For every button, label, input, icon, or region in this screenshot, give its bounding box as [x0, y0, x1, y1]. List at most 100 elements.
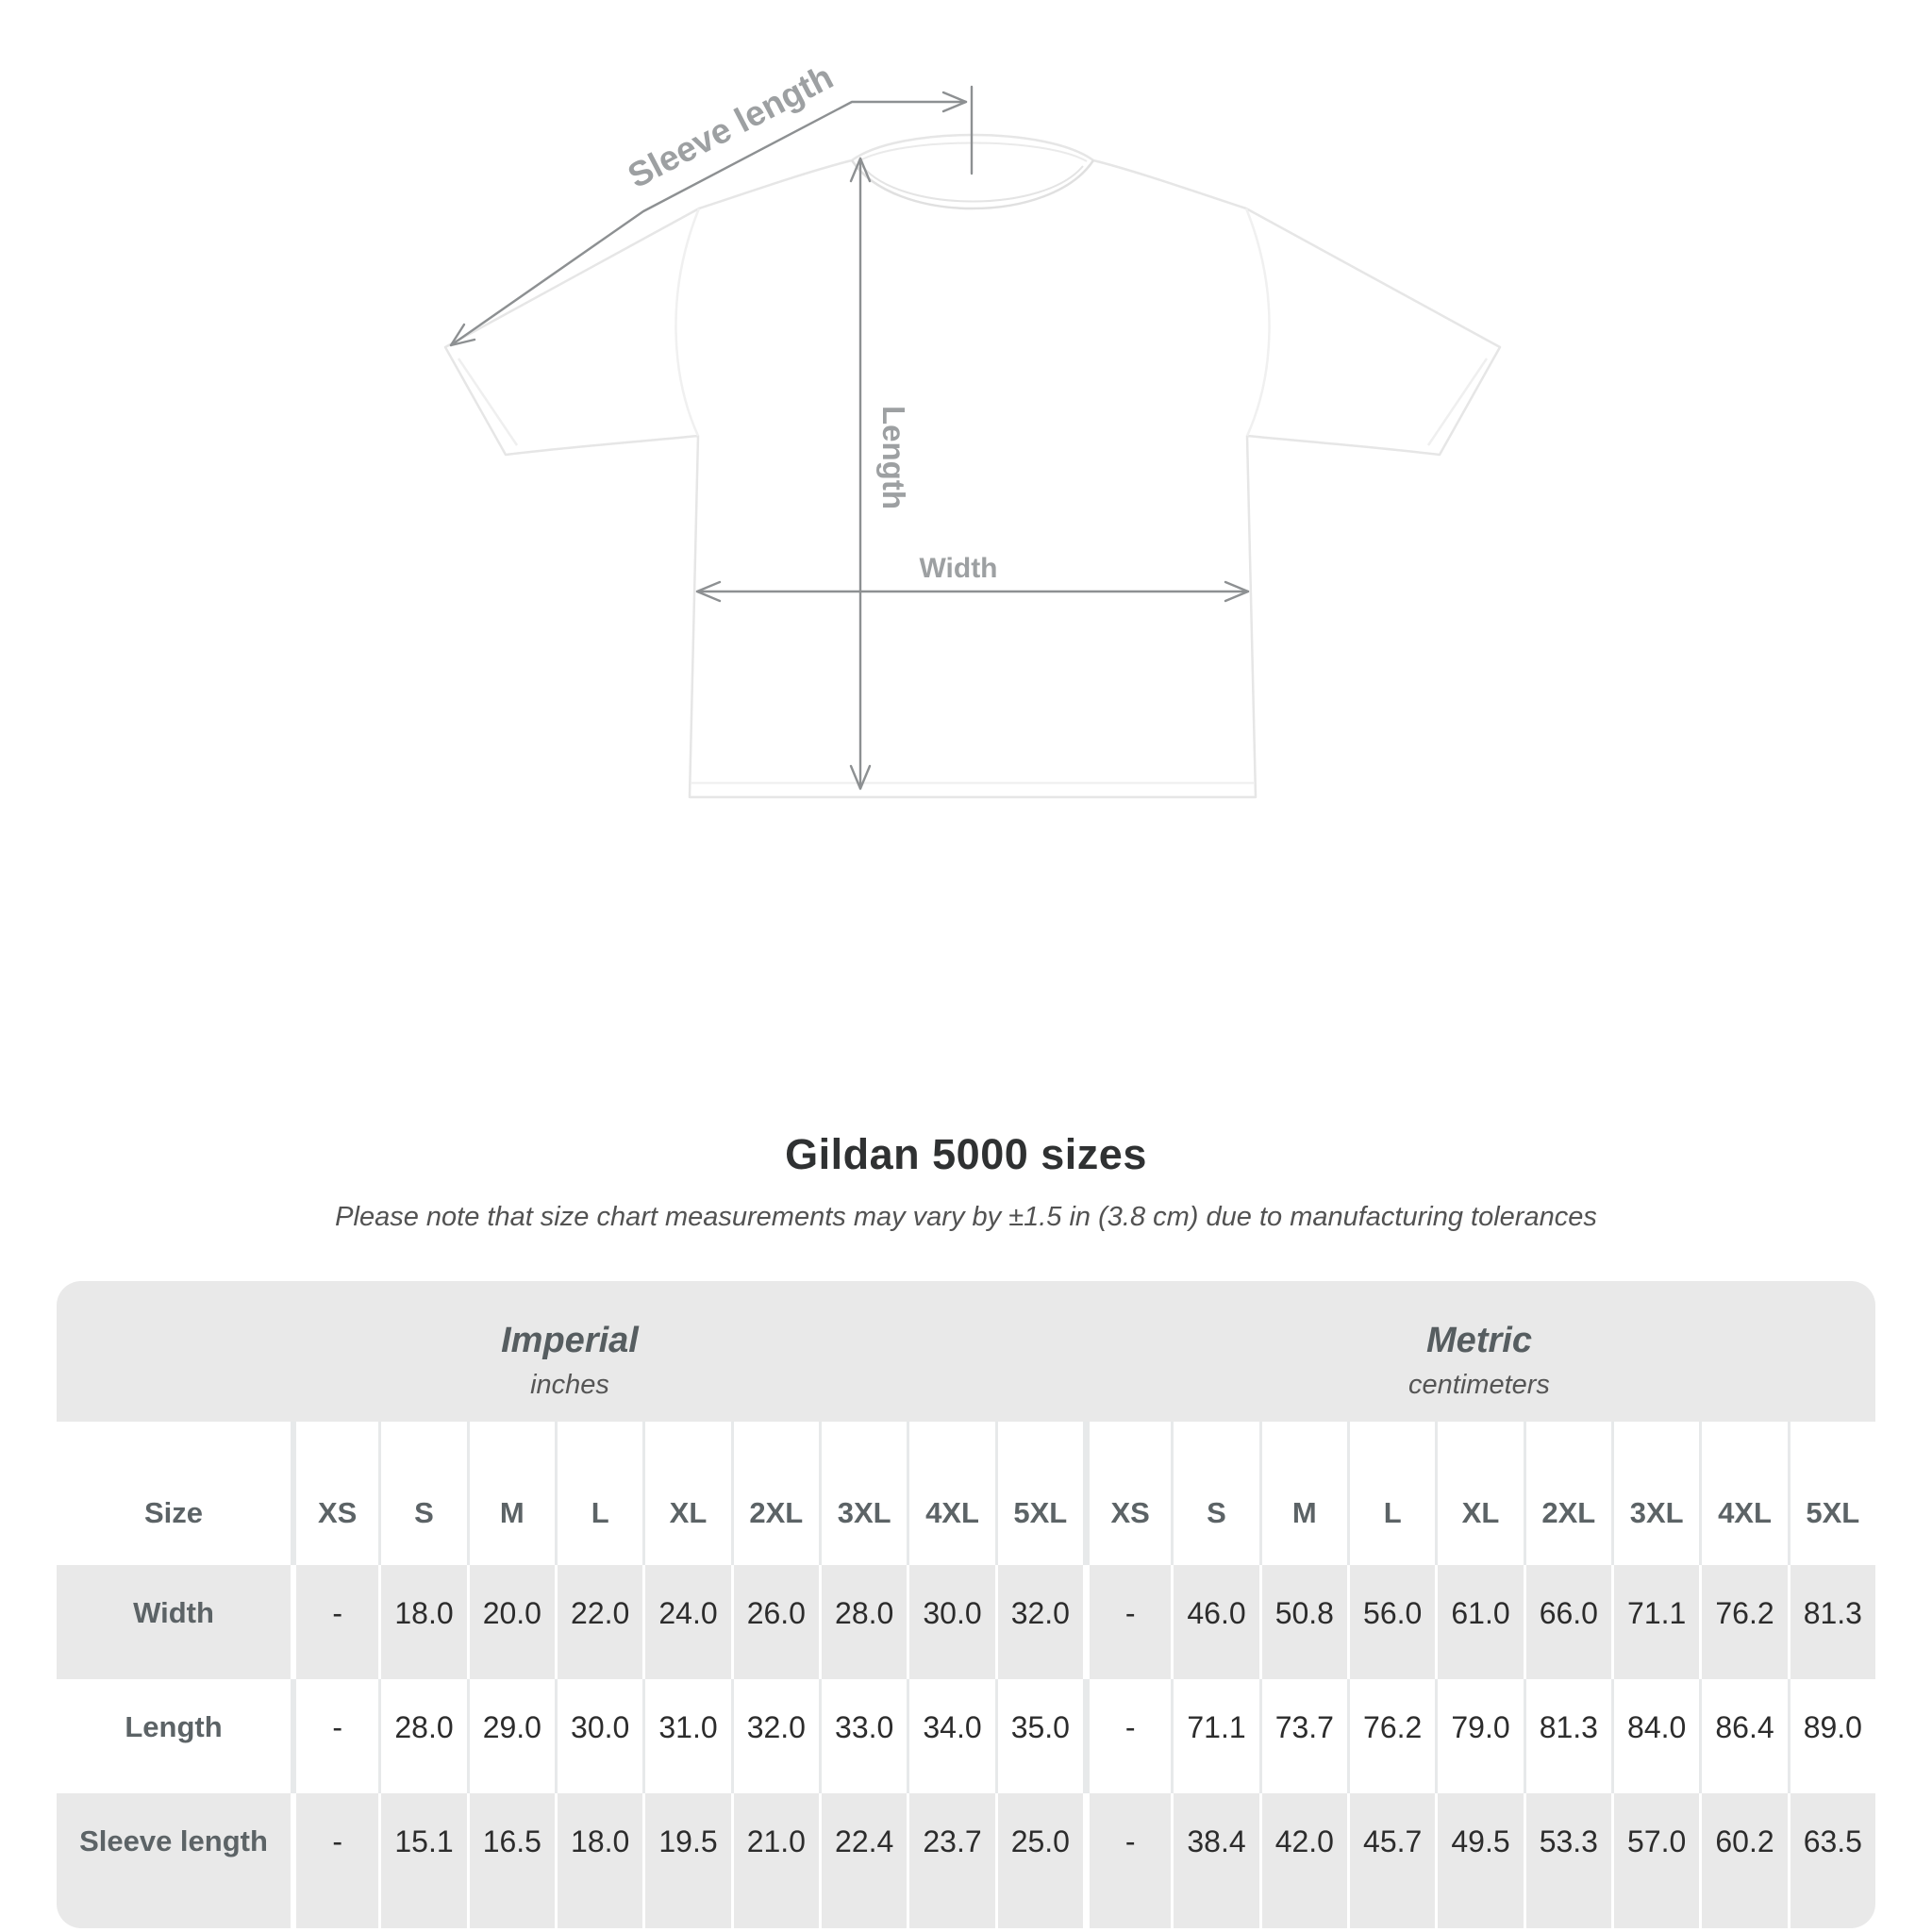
value-cell-imperial: 31.0 — [642, 1679, 730, 1793]
imperial-section-header: Imperial inches — [57, 1281, 1083, 1422]
value-cell-metric: 53.3 — [1523, 1793, 1611, 1928]
value-cell-metric: 66.0 — [1523, 1565, 1611, 1679]
value-cell-metric: 46.0 — [1171, 1565, 1258, 1679]
value-cell-metric: 89.0 — [1787, 1679, 1875, 1793]
table-rows: Size XS S M L XL 2XL 3XL 4XL 5XL XS S M L XL 2XL 3XL 4XL 5… — [57, 1422, 1875, 1928]
value-cell-metric: 60.2 — [1699, 1793, 1787, 1928]
value-cell-metric: 45.7 — [1347, 1793, 1435, 1928]
value-cell-metric: 56.0 — [1347, 1565, 1435, 1679]
metric-section-header: Metric centimeters — [1083, 1281, 1875, 1422]
value-cell-metric: 71.1 — [1171, 1679, 1258, 1793]
value-cell-imperial: - — [291, 1679, 378, 1793]
value-cell-imperial: 30.0 — [555, 1679, 642, 1793]
value-cell-metric: 81.3 — [1787, 1565, 1875, 1679]
value-cell-imperial: 22.0 — [555, 1565, 642, 1679]
size-header-metric: S — [1171, 1422, 1258, 1565]
size-header-metric: 4XL — [1699, 1422, 1787, 1565]
value-cell-imperial: 18.0 — [378, 1565, 466, 1679]
value-cell-metric: 76.2 — [1347, 1679, 1435, 1793]
size-header-metric: M — [1258, 1422, 1347, 1565]
size-header-metric: XS — [1083, 1422, 1171, 1565]
value-cell-imperial: 29.0 — [466, 1679, 555, 1793]
size-header-imperial: 3XL — [819, 1422, 907, 1565]
value-cell-imperial: 15.1 — [378, 1793, 466, 1928]
value-cell-imperial: 26.0 — [730, 1565, 819, 1679]
size-header-metric: XL — [1435, 1422, 1523, 1565]
value-cell-imperial: 23.7 — [907, 1793, 994, 1928]
value-cell-metric: - — [1083, 1679, 1171, 1793]
value-cell-metric: - — [1083, 1565, 1171, 1679]
value-cell-imperial: 28.0 — [819, 1565, 907, 1679]
tshirt-graphic — [443, 133, 1502, 799]
value-cell-imperial: 33.0 — [819, 1679, 907, 1793]
value-cell-metric: - — [1083, 1793, 1171, 1928]
size-header-imperial: 5XL — [994, 1422, 1083, 1565]
size-header-metric: 3XL — [1611, 1422, 1699, 1565]
value-cell-imperial: 20.0 — [466, 1565, 555, 1679]
table-header-row: Size XS S M L XL 2XL 3XL 4XL 5XL XS S M L XL 2XL 3XL 4XL 5… — [57, 1422, 1875, 1565]
value-cell-metric: 42.0 — [1258, 1793, 1347, 1928]
imperial-units: inches — [530, 1370, 609, 1400]
table-row-length: Length -28.0 29.0 30.0 31.0 32.0 33.0 34.0 35.0-… — [57, 1679, 1875, 1793]
tshirt-measurement-diagram: Sleeve length Length Width — [443, 58, 1502, 799]
size-header-imperial: XS — [291, 1422, 378, 1565]
table-row-width: Width -18.0 20.0 22.0 24.0 26.0 28.0 30.0 32.0-4… — [57, 1565, 1875, 1679]
value-cell-imperial: 30.0 — [907, 1565, 994, 1679]
imperial-title: Imperial — [501, 1321, 639, 1360]
table-row-sleeve-length: Sleeve length -15.1 16.5 18.0 19.5 21.0 22.4 23… — [57, 1793, 1875, 1928]
value-cell-metric: 57.0 — [1611, 1793, 1699, 1928]
size-header-imperial: S — [378, 1422, 466, 1565]
value-cell-imperial: 18.0 — [555, 1793, 642, 1928]
value-cell-imperial: 21.0 — [730, 1793, 819, 1928]
value-cell-metric: 63.5 — [1787, 1793, 1875, 1928]
size-header-imperial: L — [555, 1422, 642, 1565]
value-cell-metric: 71.1 — [1611, 1565, 1699, 1679]
value-cell-imperial: 32.0 — [994, 1565, 1083, 1679]
value-cell-metric: 73.7 — [1258, 1679, 1347, 1793]
page-subtitle: Please note that size chart measurements… — [335, 1202, 1597, 1232]
value-cell-imperial: 24.0 — [642, 1565, 730, 1679]
value-cell-metric: 38.4 — [1171, 1793, 1258, 1928]
size-header-imperial: XL — [642, 1422, 730, 1565]
size-chart-table: Imperial inches Metric centimeters Size X… — [57, 1281, 1875, 1928]
size-header-imperial: 2XL — [730, 1422, 819, 1565]
row-label: Length — [125, 1710, 223, 1743]
width-label: Width — [919, 553, 997, 584]
value-cell-imperial: 35.0 — [994, 1679, 1083, 1793]
units-header-band: Imperial inches Metric centimeters — [57, 1281, 1875, 1422]
value-cell-metric: 86.4 — [1699, 1679, 1787, 1793]
size-header-imperial: 4XL — [907, 1422, 994, 1565]
value-cell-metric: 49.5 — [1435, 1793, 1523, 1928]
value-cell-imperial: 28.0 — [378, 1679, 466, 1793]
value-cell-imperial: 16.5 — [466, 1793, 555, 1928]
value-cell-imperial: 34.0 — [907, 1679, 994, 1793]
value-cell-imperial: 19.5 — [642, 1793, 730, 1928]
size-header-imperial: M — [466, 1422, 555, 1565]
value-cell-metric: 61.0 — [1435, 1565, 1523, 1679]
size-header-metric: 5XL — [1787, 1422, 1875, 1565]
value-cell-metric: 81.3 — [1523, 1679, 1611, 1793]
value-cell-metric: 84.0 — [1611, 1679, 1699, 1793]
value-cell-imperial: - — [291, 1793, 378, 1928]
value-cell-imperial: 25.0 — [994, 1793, 1083, 1928]
value-cell-metric: 76.2 — [1699, 1565, 1787, 1679]
size-header-metric: L — [1347, 1422, 1435, 1565]
row-label: Sleeve length — [79, 1824, 268, 1857]
value-cell-imperial: - — [291, 1565, 378, 1679]
value-cell-imperial: 32.0 — [730, 1679, 819, 1793]
width-arrow — [695, 580, 1250, 603]
size-header-metric: 2XL — [1523, 1422, 1611, 1565]
metric-title: Metric — [1426, 1321, 1532, 1360]
sleeve-length-arrow — [449, 85, 974, 347]
length-label: Length — [876, 406, 911, 509]
size-column-header: Size — [143, 1496, 204, 1529]
metric-units: centimeters — [1408, 1370, 1550, 1400]
length-arrow — [849, 157, 872, 791]
value-cell-metric: 79.0 — [1435, 1679, 1523, 1793]
page-title: Gildan 5000 sizes — [785, 1130, 1147, 1178]
title-block: Gildan 5000 sizes Please note that size … — [0, 1130, 1932, 1233]
value-cell-imperial: 22.4 — [819, 1793, 907, 1928]
value-cell-metric: 50.8 — [1258, 1565, 1347, 1679]
row-label: Width — [133, 1596, 214, 1629]
